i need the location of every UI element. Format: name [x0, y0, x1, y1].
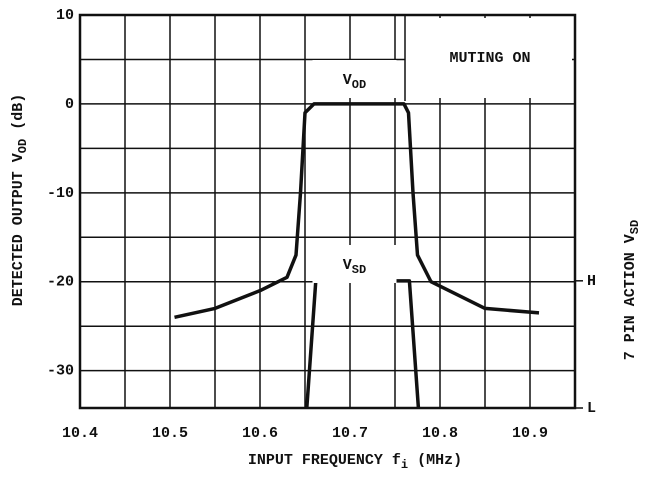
series-label: VSD	[343, 257, 366, 277]
x-tick-label: 10.5	[152, 425, 188, 442]
series-line	[174, 102, 540, 320]
y-label-text: DETECTED OUTPUT V	[10, 153, 27, 306]
x-label-text: INPUT FREQUENCY f	[248, 452, 401, 469]
annotation-box	[405, 18, 572, 98]
annotation: MUTING ON	[449, 50, 530, 67]
y2-tick-label: H	[587, 273, 596, 290]
y-tick-label: -10	[47, 185, 74, 202]
y-label-sub: OD	[16, 139, 30, 153]
x-tick-label: 10.6	[242, 425, 278, 442]
x-axis-label: INPUT FREQUENCY fi (MHz)	[248, 452, 462, 472]
y-tick-label: 10	[56, 7, 74, 24]
label-box	[312, 245, 397, 283]
series-label: VOD	[343, 72, 366, 92]
series-label-sub: OD	[352, 78, 366, 92]
series-line	[305, 279, 421, 408]
x-tick-label: 10.7	[332, 425, 368, 442]
x-tick-label: 10.8	[422, 425, 458, 442]
series-label-sub: SD	[352, 263, 366, 277]
y2-tick-label: L	[587, 400, 596, 417]
x-label-sub: i	[401, 458, 408, 472]
label-box	[312, 60, 397, 98]
x-label-suffix: (MHz)	[408, 452, 462, 469]
y-tick-label: -20	[47, 274, 74, 291]
series-label-text: V	[343, 72, 352, 89]
x-tick-label: 10.9	[512, 425, 548, 442]
y-label-suffix: (dB)	[10, 94, 27, 139]
y-tick-label: 0	[65, 96, 74, 113]
y-axis-label: DETECTED OUTPUT VOD (dB)	[10, 94, 30, 306]
x-tick-label: 10.4	[62, 425, 98, 442]
y2-axis-label: 7 PIN ACTION VSD	[622, 220, 642, 360]
series-label-text: V	[343, 257, 352, 274]
y2-label-text: 7 PIN ACTION V	[622, 234, 639, 360]
y-tick-label: -30	[47, 363, 74, 380]
y2-label-sub: SD	[628, 220, 642, 234]
